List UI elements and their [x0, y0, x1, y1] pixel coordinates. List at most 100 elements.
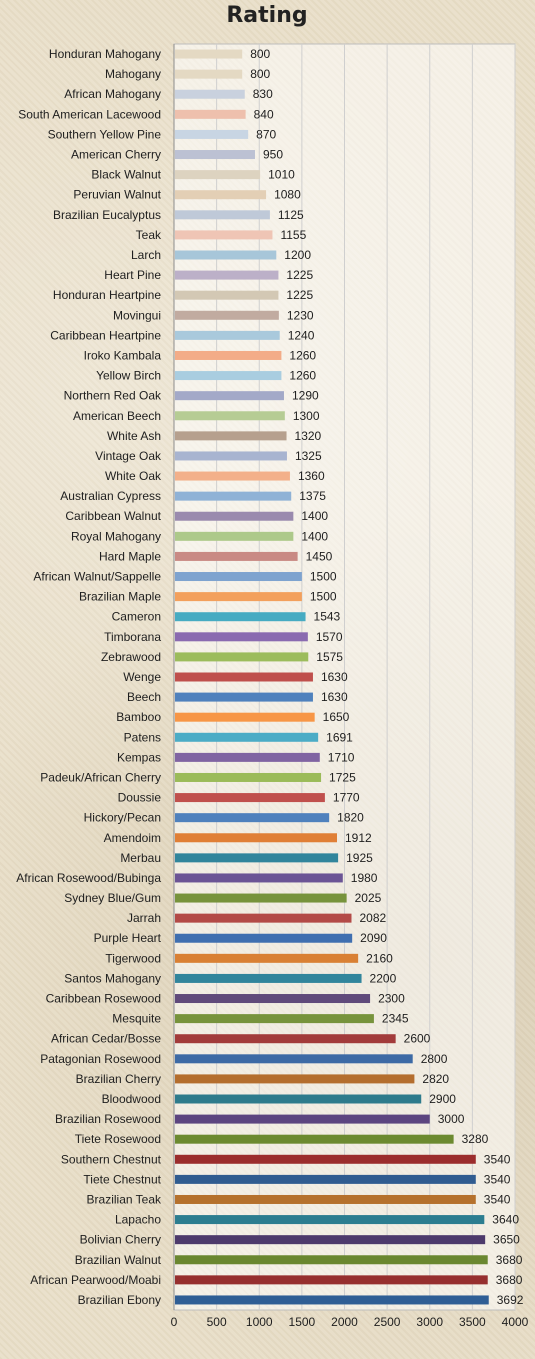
category-label: African Pearwood/Moabi: [30, 1273, 161, 1287]
bar: [175, 1235, 486, 1245]
bar: [175, 692, 313, 702]
bar: [175, 49, 243, 59]
bar: [175, 1134, 454, 1144]
x-tick-label: 2500: [374, 1315, 401, 1329]
category-label: Hickory/Pecan: [84, 811, 161, 825]
value-label: 1320: [295, 429, 322, 443]
bar: [175, 431, 287, 441]
x-tick-label: 4000: [502, 1315, 529, 1329]
bar: [175, 1114, 430, 1124]
category-label: African Mahogany: [64, 87, 161, 101]
chart-title: Rating: [226, 3, 307, 28]
bar: [175, 491, 292, 501]
bar: [175, 270, 279, 280]
bar: [175, 752, 320, 762]
value-label: 800: [250, 67, 270, 81]
category-label: Amendoim: [104, 831, 161, 845]
value-label: 1360: [298, 469, 325, 483]
category-label: Australian Cypress: [60, 489, 161, 503]
value-label: 3280: [462, 1132, 489, 1146]
value-label: 3680: [496, 1273, 523, 1287]
bar: [175, 953, 359, 963]
value-label: 1400: [301, 509, 328, 523]
bar: [175, 290, 279, 300]
category-label: Southern Yellow Pine: [48, 127, 162, 141]
value-label: 3540: [484, 1192, 511, 1206]
bar: [175, 893, 347, 903]
value-label: 2090: [360, 931, 387, 945]
category-label: Black Walnut: [91, 168, 161, 182]
category-label: Jarrah: [127, 911, 161, 925]
category-label: Sydney Blue/Gum: [64, 891, 161, 905]
value-label: 1450: [306, 549, 333, 563]
bar: [175, 1074, 415, 1084]
category-label: Bolivian Cherry: [80, 1233, 161, 1247]
x-tick-label: 3500: [459, 1315, 486, 1329]
bar: [175, 1014, 374, 1024]
value-label: 1400: [301, 529, 328, 543]
bar: [175, 350, 282, 360]
category-label: Caribbean Rosewood: [46, 992, 161, 1006]
bar: [175, 712, 315, 722]
category-label: Purple Heart: [94, 931, 162, 945]
category-label: Zebrawood: [101, 650, 161, 664]
category-label: Honduran Mahogany: [49, 47, 161, 61]
value-label: 2025: [355, 891, 382, 905]
value-label: 800: [250, 47, 270, 61]
value-label: 1200: [284, 248, 311, 262]
bar: [175, 89, 245, 99]
value-label: 1230: [287, 308, 314, 322]
value-label: 1770: [333, 791, 360, 805]
bar: [175, 1094, 422, 1104]
bar: [175, 772, 322, 782]
bar: [175, 190, 267, 200]
bar: [175, 1215, 485, 1225]
value-label: 3680: [496, 1253, 523, 1267]
bar: [175, 1194, 476, 1204]
x-tick-label: 1000: [246, 1315, 273, 1329]
value-label: 1820: [337, 811, 364, 825]
category-label: Brazilian Maple: [79, 590, 161, 604]
value-label: 1630: [321, 670, 348, 684]
category-label: Royal Mahogany: [71, 529, 161, 543]
bar: [175, 813, 330, 823]
bar: [175, 250, 277, 260]
value-label: 1225: [286, 288, 313, 302]
bar: [175, 572, 302, 582]
value-label: 1710: [328, 750, 355, 764]
category-label: Vintage Oak: [95, 449, 162, 463]
value-label: 2160: [366, 951, 393, 965]
value-label: 1912: [345, 831, 372, 845]
category-label: Beech: [127, 690, 161, 704]
bar: [175, 612, 306, 622]
value-label: 830: [253, 87, 273, 101]
bar: [175, 310, 279, 320]
value-label: 950: [263, 148, 283, 162]
x-tick-label: 1500: [289, 1315, 316, 1329]
category-label: Patens: [124, 730, 161, 744]
category-label: Peruvian Walnut: [73, 188, 161, 202]
category-label: Cameron: [112, 610, 161, 624]
value-label: 1125: [278, 208, 304, 222]
bar: [175, 853, 339, 863]
bar: [175, 109, 246, 119]
value-label: 1980: [351, 871, 378, 885]
value-label: 1925: [346, 851, 373, 865]
category-label: Bamboo: [116, 710, 161, 724]
bar: [175, 511, 294, 521]
bar: [175, 330, 280, 340]
category-label: American Beech: [73, 409, 161, 423]
value-labels: 800 800 830 840 870 950 1010 1080 1125 1155 1200 12…: [250, 47, 524, 1307]
category-label: Yellow Birch: [96, 369, 161, 383]
value-label: 1375: [299, 489, 326, 503]
value-label: 3540: [484, 1152, 511, 1166]
category-label: Teak: [136, 228, 162, 242]
bar: [175, 1295, 489, 1305]
category-label: Honduran Heartpine: [53, 288, 161, 302]
category-label: Brazilian Rosewood: [55, 1112, 161, 1126]
bar: [175, 531, 294, 541]
category-label: Brazilian Teak: [87, 1192, 162, 1206]
bar: [175, 411, 285, 421]
bar: [175, 973, 362, 983]
category-label: Iroko Kambala: [84, 348, 162, 362]
